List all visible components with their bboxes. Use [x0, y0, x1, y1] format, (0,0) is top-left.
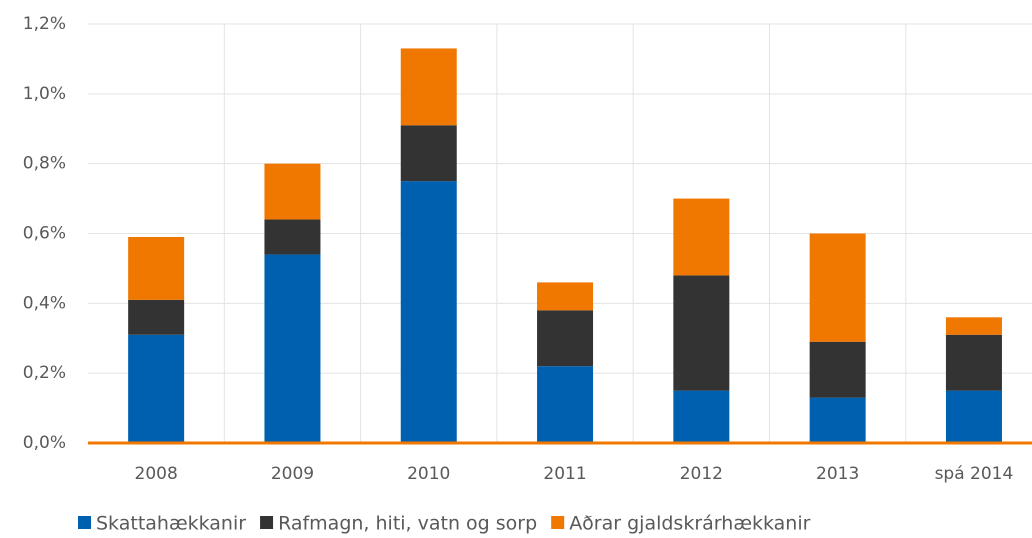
y-tick-label: 1,0%: [23, 84, 66, 104]
bar-segment: [400, 48, 457, 126]
bar-segment: [945, 334, 1002, 391]
x-tick-label: spá 2014: [935, 464, 1014, 484]
legend-label: Aðrar gjaldskrárhækkanir: [569, 513, 810, 535]
bar-segment: [537, 366, 594, 443]
legend-label: Rafmagn, hiti, vatn og sorp: [278, 513, 537, 535]
bar-segment: [537, 310, 594, 367]
y-tick-label: 0,4%: [23, 293, 66, 313]
bar-segment: [809, 397, 866, 443]
legend-label: Skattahækkanir: [96, 513, 246, 535]
bar-segment: [945, 317, 1002, 335]
y-tick-label: 0,6%: [23, 224, 66, 244]
bar-segment: [537, 282, 594, 311]
bar-segment: [400, 181, 457, 443]
bar-segment: [128, 334, 185, 443]
legend-swatch: [78, 516, 91, 529]
bar-segment: [673, 198, 730, 276]
bar-segment: [128, 236, 185, 300]
y-tick-label: 0,2%: [23, 363, 66, 383]
x-tick-label: 2011: [543, 464, 586, 484]
bar-segment: [945, 390, 1002, 443]
bar-segment: [400, 125, 457, 182]
x-tick-label: 2013: [816, 464, 859, 484]
bar-segment: [673, 275, 730, 391]
x-tick-label: 2012: [680, 464, 723, 484]
bar-segment: [264, 219, 321, 255]
x-tick-label: 2010: [407, 464, 450, 484]
bar-segment: [809, 233, 866, 342]
y-tick-label: 1,2%: [23, 14, 66, 34]
bar-segment: [128, 299, 185, 335]
bar-segment: [264, 163, 321, 220]
legend-swatch: [551, 516, 565, 529]
y-tick-label: 0,8%: [23, 154, 66, 174]
legend-swatch: [260, 516, 274, 529]
bar-segment: [809, 341, 866, 398]
x-tick-label: 2009: [271, 464, 314, 484]
bar-segment: [673, 390, 730, 443]
x-tick-label: 2008: [135, 464, 178, 484]
y-tick-label: 0,0%: [23, 433, 66, 453]
bar-segment: [264, 254, 321, 443]
